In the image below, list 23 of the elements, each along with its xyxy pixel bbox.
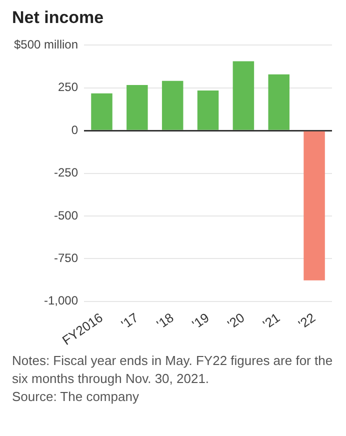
bar: [232, 61, 254, 130]
y-tick-label: $500 million: [14, 38, 78, 52]
x-tick-label: '19: [189, 310, 212, 332]
y-tick-label: -750: [54, 250, 78, 265]
source-note: Source: The company: [12, 388, 140, 406]
y-tick-label: 250: [58, 80, 78, 94]
x-tick-label: '18: [154, 310, 176, 332]
bar: [91, 93, 112, 130]
x-tick-label: '17: [118, 310, 141, 332]
bar: [126, 84, 148, 130]
text: Notes: Fiscal year ends in May. FY22 figures are for the six months through Nov. 30, 2021.: [12, 352, 334, 388]
bar: [162, 80, 184, 130]
x-tick-label: '21: [260, 310, 283, 332]
x-tick-label: '22: [296, 310, 318, 332]
x-tick-label: '20: [224, 310, 248, 332]
y-tick-label: -250: [54, 166, 78, 180]
bar: [197, 90, 219, 130]
bar: [268, 74, 290, 130]
bar: [304, 131, 325, 280]
y-tick-label: -500: [54, 208, 78, 222]
y-tick-label: -1,000: [44, 294, 78, 308]
chart-title: Net income: [12, 8, 105, 28]
y-tick-label: 0: [71, 122, 78, 137]
